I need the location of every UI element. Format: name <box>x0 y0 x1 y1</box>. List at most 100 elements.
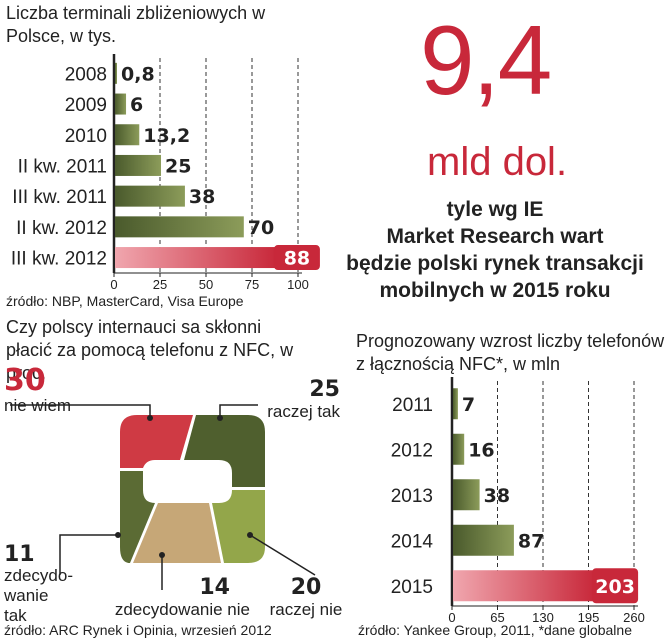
chart3-title: Prognozowany wzrost liczby telefonów z ł… <box>356 330 666 376</box>
seg-nie-wiem: 30 nie wiem <box>4 366 71 416</box>
chart3-bar <box>453 524 514 556</box>
seg-nie-wiem-value: 30 <box>4 363 46 398</box>
chart1-value-badge <box>273 245 320 271</box>
chart3-bar <box>453 479 480 511</box>
chart3-tick-label: 0 <box>448 610 455 622</box>
connector-zdecydowanie-tak <box>59 534 118 575</box>
seg-raczej-nie: 20 raczej nie <box>250 576 362 620</box>
headline-text: tyle wg IE Market Research wart będzie p… <box>330 196 660 304</box>
chart3-title-text: Prognozowany wzrost liczby telefonów z ł… <box>356 331 665 374</box>
chart3-tick-label: 65 <box>490 610 504 622</box>
seg-zdecydowanie-nie-value: 14 <box>199 575 230 600</box>
seg-raczej-tak: 25 raczej tak <box>240 378 340 422</box>
chart3-tick-label: 260 <box>623 610 645 622</box>
chart1-bar <box>115 154 161 176</box>
chart1-value-label: 88 <box>284 248 310 270</box>
chart3-category-label: 2012 <box>391 440 433 461</box>
chart1-value-label: 13,2 <box>143 125 190 147</box>
seg-raczej-nie-value: 20 <box>290 575 322 600</box>
chart3-bar <box>453 433 465 465</box>
connector-raczej-nie <box>249 534 316 576</box>
seg-raczej-tak-value: 25 <box>309 377 340 402</box>
seg-zdecydowanie-tak-label-1: zdecydo- <box>4 566 73 585</box>
chart2-source: źródło: ARC Rynek i Opinia, wrzesień 201… <box>4 622 272 638</box>
seg-zdecydowanie-tak-label-3: tak <box>4 606 27 625</box>
chart1-category-label: III kw. 2012 <box>11 249 107 270</box>
chart2-svg <box>10 404 316 590</box>
seg-nie-wiem-label: nie wiem <box>4 396 72 415</box>
connector-nie-wiem <box>10 404 151 418</box>
chart3-bar <box>453 388 458 420</box>
headline-line-4: mobilnych w 2015 roku <box>379 279 611 302</box>
chart2-title-text: Czy polscy internauci sa skłonni płacić … <box>6 317 294 383</box>
seg-zdecydowanie-tak: 11 zdecydo- wanie tak <box>4 544 73 626</box>
chart3-category-label: 2013 <box>391 486 433 507</box>
dot-zdecydowanie-tak <box>115 532 121 538</box>
chart3-value-badge <box>592 568 639 604</box>
dot-nie-wiem <box>147 415 153 421</box>
seg-raczej-nie-label: raczej nie <box>269 600 343 619</box>
pie-segments <box>120 415 265 563</box>
chart3-value-label: 16 <box>468 439 494 461</box>
chart3-value-label: 203 <box>595 576 635 598</box>
chart1-source: źródło: NBP, MasterCard, Visa Europe <box>6 293 244 309</box>
headline-unit: mld dol. <box>427 140 568 184</box>
chart1-tick-label: 0 <box>110 277 117 292</box>
chart1-bar <box>115 93 127 115</box>
chart1-svg: 0 25 50 75 100 2008 0,8 2009 6 2010 13,2 II kw. 20… <box>11 54 320 292</box>
chart2-title: Czy polscy internauci sa skłonni płacić … <box>6 316 306 385</box>
seg-raczej-tak-label: raczej tak <box>267 402 340 421</box>
seg-zdecydowanie-tak-value: 11 <box>4 542 35 567</box>
chart1-title-text: Liczba terminali zbliżeniowych w Polsce,… <box>6 3 266 46</box>
chart1-bar-highlight <box>115 247 277 269</box>
seg-zdecydowanie-nie-label: zdecydowanie nie <box>114 600 250 619</box>
chart1-value-label: 0,8 <box>121 63 155 85</box>
chart1-tick-label: 50 <box>199 277 213 292</box>
chart3-tick-label: 195 <box>578 610 600 622</box>
chart1-value-label: 38 <box>189 186 215 208</box>
segment-nie-wiem <box>120 415 193 468</box>
chart1-category-label: 2010 <box>65 126 107 147</box>
chart1-category-label: III kw. 2011 <box>12 187 107 208</box>
chart3-value-label: 7 <box>462 394 475 416</box>
chart1-bar <box>115 216 244 238</box>
chart3-source: źródło: Yankee Group, 2011, *dane global… <box>358 622 632 638</box>
segment-zdecydowanie-nie <box>133 503 221 563</box>
chart1-bar <box>115 62 117 84</box>
dot-zdecydowanie-nie <box>159 552 165 558</box>
chart1-tick-label: 75 <box>245 277 259 292</box>
segment-raczej-nie <box>212 490 265 563</box>
segment-raczej-tak <box>184 415 265 487</box>
chart3-category-label: 2014 <box>391 531 434 552</box>
chart1-category-label: 2009 <box>65 95 107 116</box>
chart1-title: Liczba terminali zbliżeniowych w Polsce,… <box>6 2 306 48</box>
headline-line-2: Market Research wart <box>386 225 604 248</box>
seg-zdecydowanie-nie: 14 zdecydowanie nie <box>80 576 250 620</box>
chart1-category-label: 2008 <box>65 64 107 85</box>
connector-dots <box>115 415 253 558</box>
chart1-bar <box>115 124 140 146</box>
chart1-tick-label: 25 <box>153 277 167 292</box>
chart1-category-label: II kw. 2012 <box>16 218 107 239</box>
dot-raczej-nie <box>247 532 253 538</box>
headline-number: 9,4 <box>420 5 552 115</box>
chart1-bar <box>115 185 185 207</box>
chart3-category-label: 2015 <box>391 577 433 598</box>
chart1-tick-label: 100 <box>287 277 309 292</box>
chart3-tick-label: 130 <box>532 610 554 622</box>
chart3-category-label: 2011 <box>392 395 433 416</box>
connector-raczej-tak <box>219 404 258 418</box>
seg-zdecydowanie-tak-label-2: wanie <box>4 586 49 605</box>
chart1-value-label: 70 <box>248 217 274 239</box>
headline-line-3: będzie polski rynek transakcji <box>346 252 644 275</box>
chart3-value-label: 38 <box>484 485 510 507</box>
chart1-value-label: 25 <box>165 155 191 177</box>
chart3-bar-highlight <box>453 570 596 602</box>
segment-zdecydowanie-tak <box>120 471 155 563</box>
dot-raczej-tak <box>217 415 223 421</box>
chart3-value-label: 87 <box>518 530 544 552</box>
chart3-svg: 0 65 130 195 260 2011 7 2012 16 2013 38 2014 87 2015… <box>391 377 645 622</box>
headline-line-1: tyle wg IE <box>446 198 544 221</box>
chart1-category-label: II kw. 2011 <box>18 156 107 177</box>
chart1-value-label: 6 <box>130 94 143 116</box>
